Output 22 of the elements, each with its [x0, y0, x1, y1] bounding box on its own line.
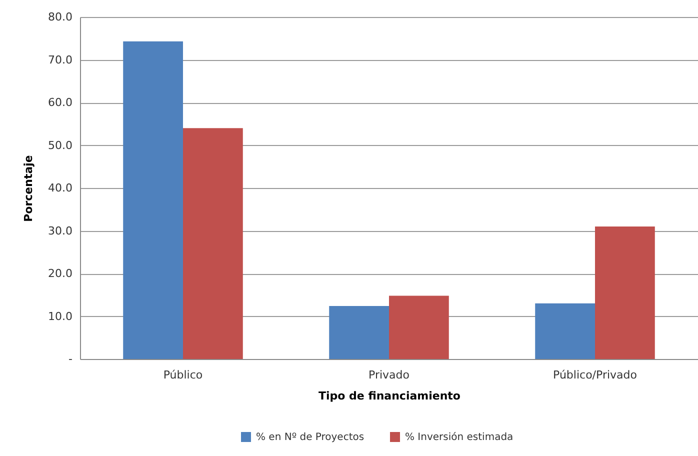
bar — [183, 128, 243, 359]
y-tick-label: 60.0 — [48, 96, 72, 109]
x-tick-label: Público/Privado — [553, 368, 638, 382]
x-axis-title: Tipo de financiamiento — [318, 390, 461, 402]
bar — [535, 303, 595, 359]
y-tick-label: - — [68, 352, 73, 366]
bar — [595, 226, 655, 359]
y-tick-label: 70.0 — [48, 53, 72, 66]
bar — [389, 296, 449, 359]
x-tick-label: Privado — [368, 368, 410, 382]
legend-label: % Inversión estimada — [405, 432, 514, 443]
y-tick-label: 50.0 — [48, 138, 72, 152]
x-tick-label: Público — [163, 368, 203, 382]
legend-label: % en Nº de Proyectos — [256, 432, 364, 443]
y-tick-label: 80.0 — [48, 10, 72, 24]
y-tick-label: 40.0 — [48, 182, 72, 194]
y-tick-label: 10.0 — [48, 310, 72, 323]
bar — [123, 41, 183, 359]
y-tick-label: 30.0 — [48, 224, 72, 238]
bar — [329, 306, 389, 359]
y-axis-title: Porcentaje — [22, 155, 36, 222]
y-tick-label: 20.0 — [48, 267, 72, 280]
